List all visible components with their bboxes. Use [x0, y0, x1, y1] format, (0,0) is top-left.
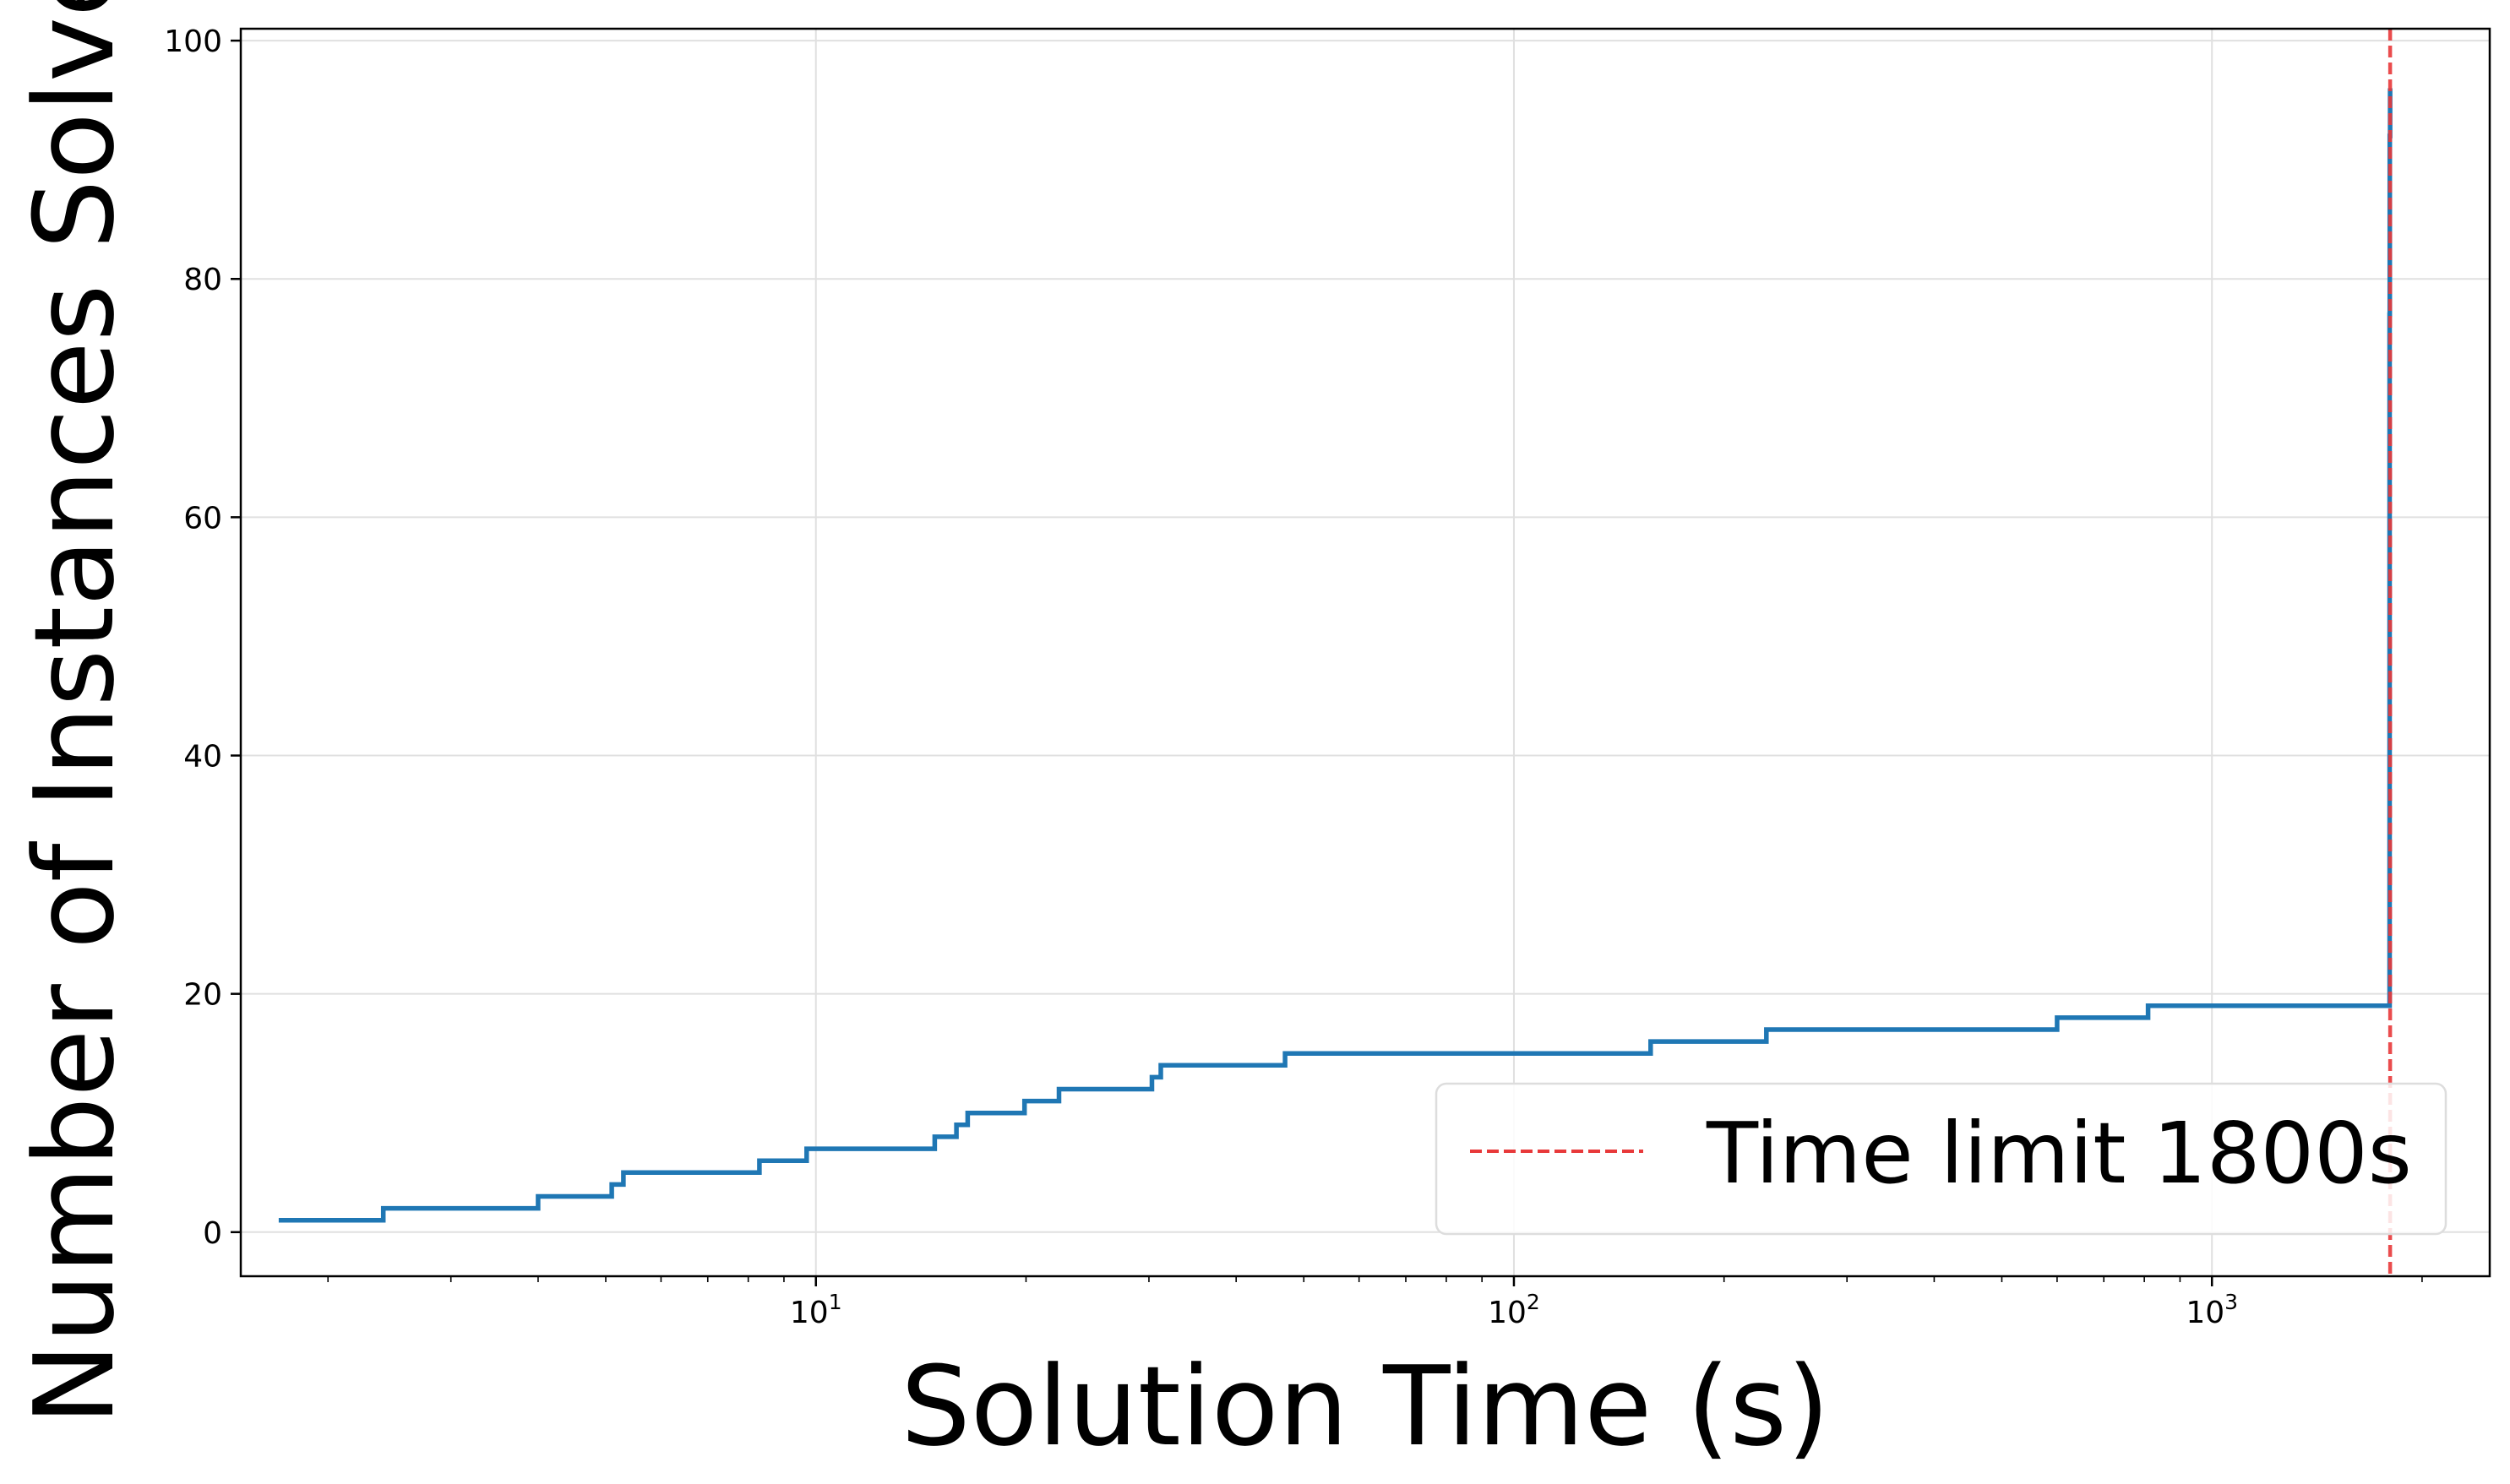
series-layer: [278, 88, 2393, 1223]
y-tick-label: 20: [183, 978, 222, 1013]
x-axis-label: Solution Time (s): [901, 1342, 1830, 1470]
y-tick-label: 100: [164, 24, 222, 59]
x-tick-label: 103: [2186, 1290, 2238, 1330]
y-tick-label: 0: [203, 1216, 222, 1251]
y-axis-label: Number of Instances Solved: [10, 0, 139, 1425]
x-tick-label: 102: [1488, 1290, 1540, 1330]
legend: Time limit 1800s: [1435, 1082, 2447, 1236]
x-axis-ticks: 101 102 103: [327, 1276, 2423, 1330]
grid-lines: [241, 29, 2490, 1276]
plot-frame: [239, 27, 2491, 1278]
legend-label-time-limit: Time limit 1800s: [1706, 1104, 2412, 1203]
y-tick-label: 40: [183, 740, 222, 775]
legend-box: [1435, 1082, 2447, 1236]
y-tick-label: 60: [183, 501, 222, 535]
x-tick-label: 101: [790, 1290, 842, 1330]
y-axis-ticks: 0 20 40 60 80 100: [164, 24, 241, 1251]
y-tick-label: 80: [183, 263, 222, 297]
series-line: [278, 88, 2393, 1223]
